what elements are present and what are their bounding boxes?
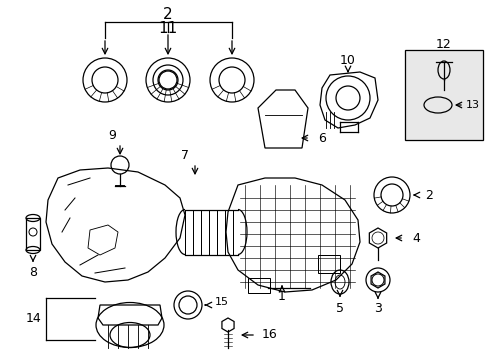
Text: 12: 12 [435, 37, 451, 50]
Text: 16: 16 [262, 328, 277, 342]
Text: 10: 10 [339, 54, 355, 67]
Text: 13: 13 [465, 100, 479, 110]
Bar [26, 218, 40, 250]
Text: 9: 9 [108, 129, 116, 141]
Text: 3: 3 [373, 302, 381, 315]
Bar [317, 255, 339, 273]
Bar [404, 50, 482, 140]
Text: 2: 2 [424, 189, 432, 202]
Text: 5: 5 [335, 302, 343, 315]
Text: 11: 11 [158, 21, 177, 36]
Text: 8: 8 [29, 266, 37, 279]
Bar [404, 50, 482, 140]
Text: 2: 2 [163, 6, 172, 22]
Text: 1: 1 [278, 289, 285, 302]
Text: 7: 7 [181, 149, 189, 162]
Text: 14: 14 [26, 311, 42, 324]
Text: 15: 15 [215, 297, 228, 307]
Bar [247, 278, 269, 293]
Text: 6: 6 [317, 131, 325, 144]
Text: 4: 4 [411, 231, 419, 244]
